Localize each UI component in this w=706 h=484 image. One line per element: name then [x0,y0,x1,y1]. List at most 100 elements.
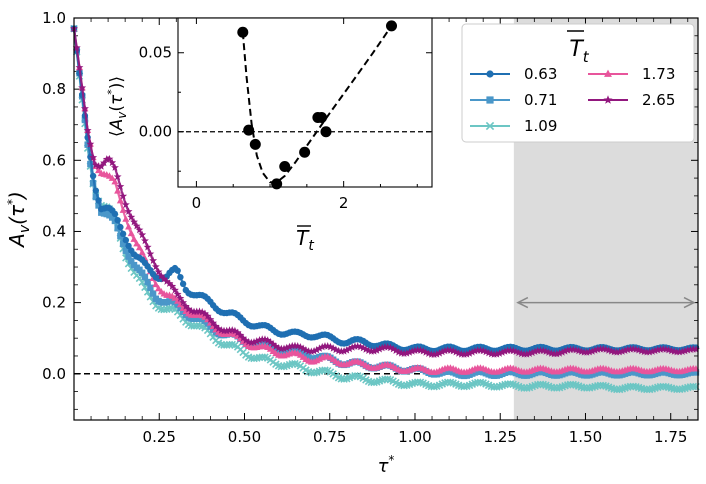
x-label-sup: * [388,453,394,467]
series-point [125,242,132,250]
series-point [177,273,184,281]
inset-point [320,126,332,138]
window-double-arrow [516,296,696,309]
series-point [174,297,182,304]
series-point [138,230,147,239]
series-point [108,158,117,167]
series-point [498,348,507,356]
series-point [114,187,122,194]
x-tick-label: 1.75 [654,428,687,446]
series-point [111,210,119,218]
inset-y-tau: τ [107,94,127,105]
series-point [239,334,248,342]
series-point [585,347,594,356]
inset-point [299,146,311,158]
legend-marker-star [603,95,613,104]
series-point [656,382,665,391]
series-point [370,347,378,355]
series-point [75,63,84,71]
series-point [312,345,321,354]
series-point [348,343,357,351]
series-point [252,337,261,345]
y-label-rest: (τ [5,204,29,225]
series-point [119,240,127,247]
series-point [413,378,422,386]
series-point [135,243,143,251]
legend-entry: 0.71 [470,91,557,109]
series-point [255,336,264,344]
inset-y-tick-label: 0.00 [139,123,172,141]
series-point [138,269,146,276]
series-point [542,347,550,355]
series-point [280,344,288,352]
series-point [97,162,106,170]
arrow-head-right [683,296,696,309]
series-point [154,267,163,276]
series-point [405,348,414,356]
series-point [91,160,100,169]
series-point [89,153,98,161]
inset-y-star: * [105,89,118,95]
series-point [621,346,629,354]
series-point [95,197,102,204]
series-point [124,207,133,215]
inset-y-axis-label: ⟨Av(τ*)⟩ [105,76,129,137]
series-point [173,290,182,298]
series-point [89,172,97,180]
legend-label: 1.73 [642,65,675,83]
series-point [149,256,158,264]
series-point [236,331,245,339]
series-point [204,320,211,327]
series-point [179,298,188,306]
series-point [247,338,256,346]
series-point [143,243,152,251]
series-point [105,154,114,163]
inset-x-sub: t [308,238,314,254]
series-point [345,344,354,353]
series-point [177,304,184,312]
series-point [174,301,181,308]
series-point [162,277,171,285]
series-point [299,344,308,352]
y-label-sup: * [5,199,19,205]
series-point [201,309,209,317]
series-point [174,267,181,274]
series-point [108,214,116,221]
series-point [92,187,100,194]
series-point [241,336,250,344]
series-point [203,312,212,320]
series-point [618,347,627,355]
series-point [582,348,591,356]
series-point [81,104,89,112]
series-point [128,258,135,265]
series-point [465,349,474,357]
series-point [250,354,258,363]
x-tick-label: 0.25 [143,428,176,446]
inset-x-tick-label: 2 [339,194,349,212]
series-point [206,315,215,323]
series-point [301,346,310,354]
series-point [146,249,155,258]
series-point [501,347,509,355]
series-point [121,200,130,209]
y-tick-label: 0.8 [42,80,66,98]
series-point [130,235,138,242]
inset-point [279,160,291,172]
series-point [421,348,430,356]
series-point [689,382,697,391]
legend-marker-x [485,121,495,131]
series-point [117,232,124,240]
series-point [108,174,116,181]
inset-y-tick-label: 0.05 [139,44,172,62]
inset-plot-frame [177,17,433,188]
series-point [378,343,387,352]
series-point [492,350,501,358]
series-point [329,344,338,352]
series-point [176,294,185,302]
inset-x-tick-label: 0 [192,194,202,212]
series-point [503,346,512,354]
series-point [400,349,408,357]
series-point [457,382,466,390]
legend-label: 0.71 [524,91,557,109]
series-point [296,343,305,351]
